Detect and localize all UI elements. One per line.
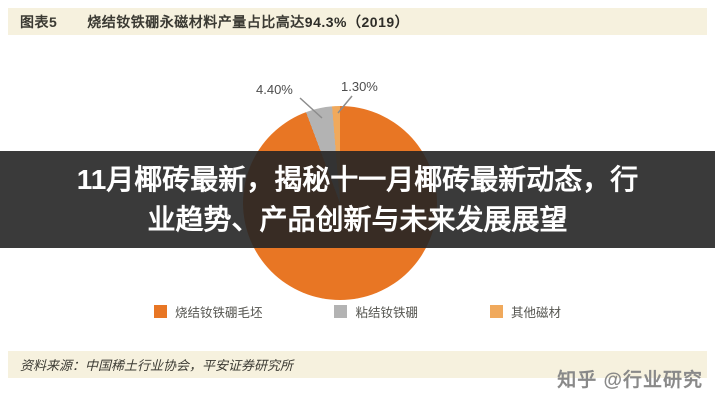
source-text: 资料来源：中国稀土行业协会，平安证券研究所 <box>20 358 294 373</box>
legend-label: 其他磁材 <box>511 306 562 320</box>
chart-legend: 烧结钕铁硼毛坯 粘结钕铁硼 其他磁材 <box>0 302 715 321</box>
figure-title-bar: 图表5 烧结钕铁硼永磁材料产量占比高达 94.3%（2019） <box>8 8 707 35</box>
legend-item-other: 其他磁材 <box>490 302 561 321</box>
figure-title-highlight: 94.3%（2019） <box>304 13 410 30</box>
legend-swatch-gray <box>334 305 348 318</box>
watermark-text: 知乎 @行业研究 <box>557 370 703 391</box>
legend-item-sintered: 烧结钕铁硼毛坯 <box>153 302 263 321</box>
figure-label: 图表5 <box>20 13 58 30</box>
legend-swatch-orange <box>153 305 167 318</box>
legend-item-bonded: 粘结钕铁硼 <box>334 302 418 321</box>
legend-label: 烧结钕铁硼毛坯 <box>174 306 263 320</box>
legend-swatch-light-orange <box>490 305 503 318</box>
annotation-gray-slice: 4.40% <box>256 82 293 97</box>
overlay-banner: 11月椰砖最新，揭秘十一月椰砖最新动态，行业趋势、产品创新与未来发展展望 <box>0 151 715 248</box>
figure-title: 烧结钕铁硼永磁材料产量占比高达 <box>87 13 305 30</box>
legend-label: 粘结钕铁硼 <box>355 306 418 320</box>
zhihu-watermark: 知乎 @行业研究 <box>557 365 703 392</box>
annotation-small-slice: 1.30% <box>341 79 378 94</box>
overlay-banner-text: 11月椰砖最新，揭秘十一月椰砖最新动态，行业趋势、产品创新与未来发展展望 <box>76 164 639 235</box>
source-bar: 资料来源：中国稀土行业协会，平安证券研究所 <box>8 351 707 378</box>
